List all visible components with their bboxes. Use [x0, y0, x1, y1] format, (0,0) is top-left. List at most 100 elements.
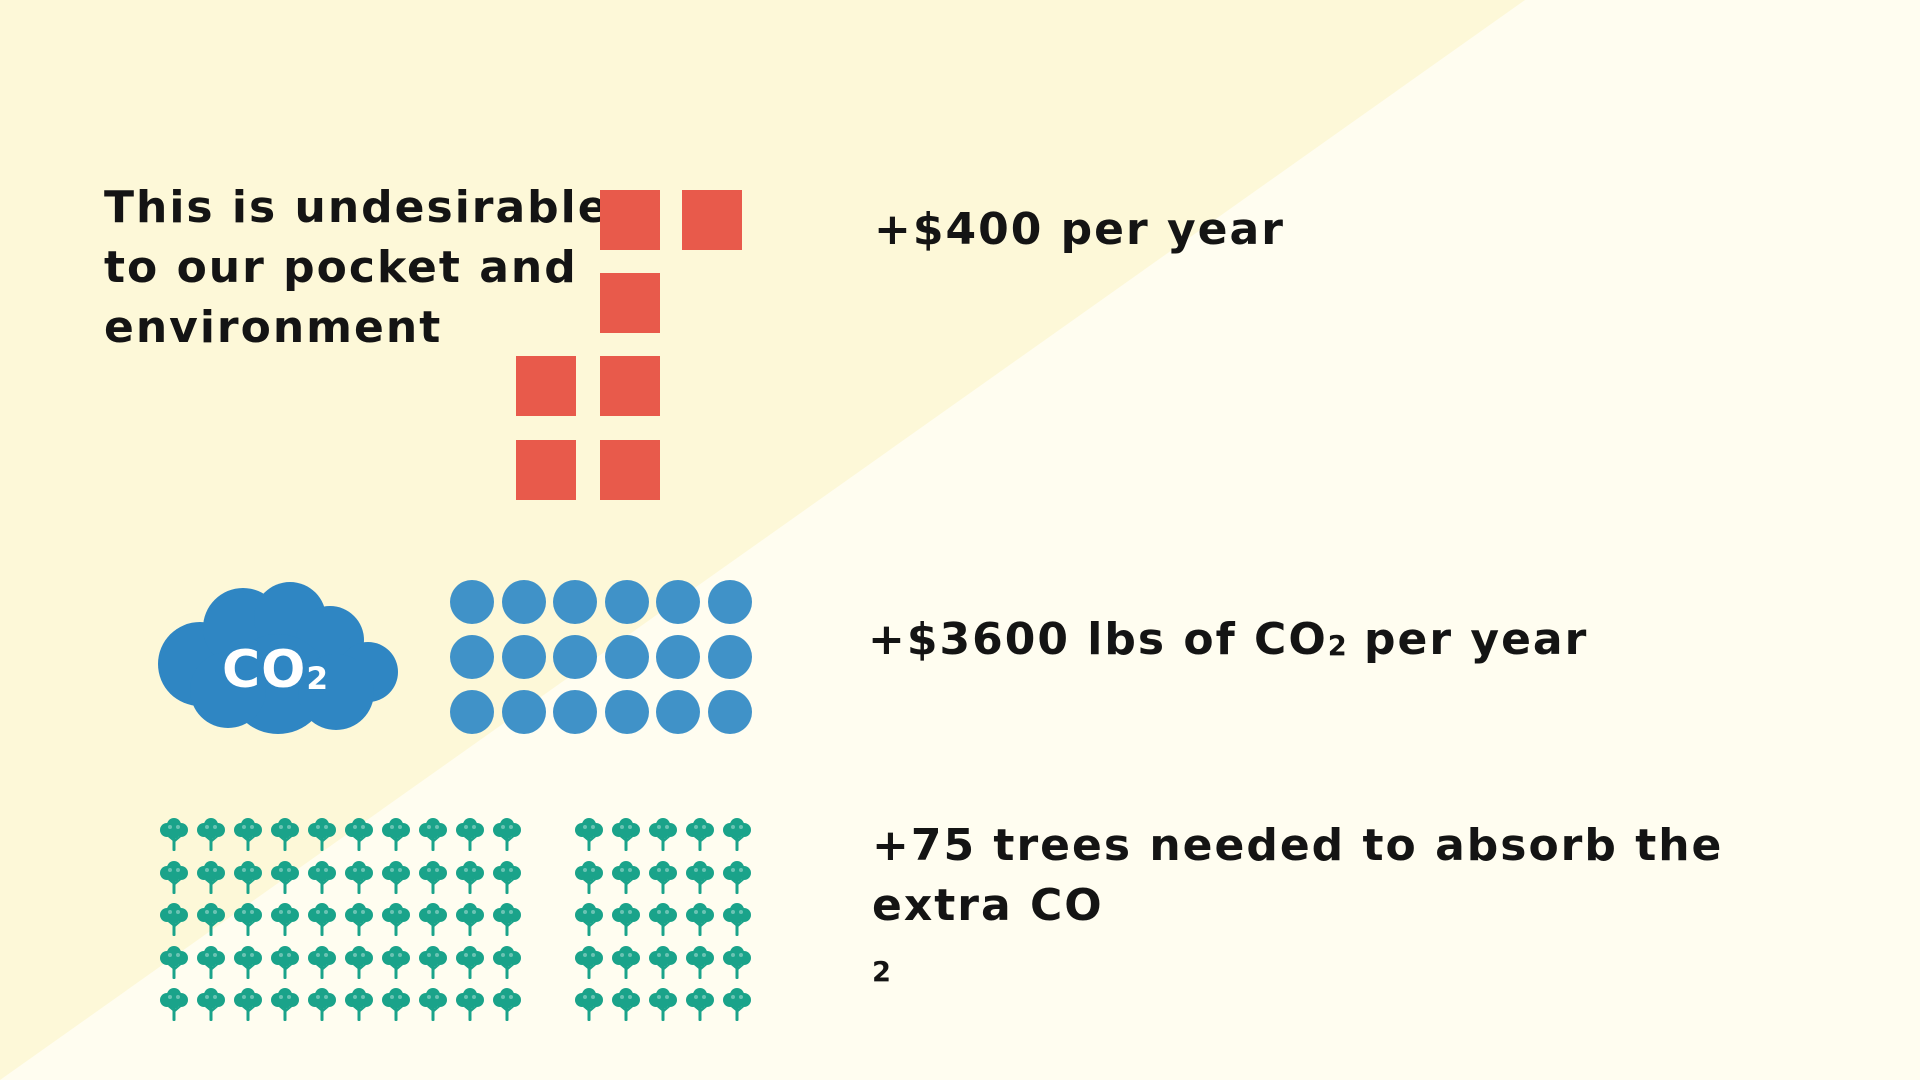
- tree-icon: [343, 903, 375, 937]
- tree-icon: [684, 818, 716, 852]
- tree-icon: [721, 860, 753, 895]
- tree-icon: [610, 860, 642, 895]
- tree-icon: [343, 860, 375, 895]
- tree-icon: [232, 818, 264, 852]
- intro-line: environment: [104, 302, 443, 353]
- tree-icon: [684, 903, 716, 937]
- tree-icon: [158, 945, 190, 980]
- tree-icon: [343, 988, 375, 1022]
- tree-icon: [610, 903, 642, 937]
- tree-icon: [195, 988, 227, 1022]
- stat-money: +$400 per year: [874, 204, 1285, 255]
- tree-icon: [232, 860, 264, 895]
- tree-icon: [195, 945, 227, 980]
- stat-trees: +75 trees needed to absorb the extra CO 2: [872, 816, 1723, 1002]
- tree-icon: [721, 903, 753, 937]
- co2-dot-icon: [450, 635, 494, 679]
- tree-icon: [573, 903, 605, 937]
- tree-icon: [610, 945, 642, 980]
- tree-icon: [417, 988, 449, 1022]
- tree-icon: [491, 818, 523, 852]
- money-square-icon: [600, 190, 660, 250]
- tree-icon: [417, 903, 449, 937]
- tree-icon: [306, 988, 338, 1022]
- co2-dot-icon: [604, 580, 649, 624]
- tree-icon: [454, 903, 486, 937]
- stat-co2: +$3600 lbs of CO2 per year: [868, 614, 1589, 665]
- tree-icon: [158, 903, 190, 937]
- tree-icon: [380, 903, 412, 937]
- tree-icon: [454, 860, 486, 895]
- money-square-icon: [600, 273, 660, 333]
- co2-dot-icon: [450, 690, 494, 734]
- tree-icon: [158, 818, 190, 852]
- tree-icon: [232, 988, 264, 1022]
- tree-icon: [491, 860, 523, 895]
- intro-line: to our pocket and: [104, 242, 578, 293]
- tree-icon: [610, 818, 642, 852]
- stat-trees-line: extra CO 2: [872, 880, 1104, 989]
- money-square-icon: [516, 440, 576, 500]
- tree-icon: [269, 988, 301, 1022]
- tree-icon: [158, 988, 190, 1022]
- tree-icon: [269, 860, 301, 895]
- tree-icon: [721, 945, 753, 980]
- tree-icon: [380, 988, 412, 1022]
- co2-dot-icon: [501, 580, 546, 624]
- stat-trees-line: +75 trees needed to absorb the: [872, 820, 1724, 871]
- tree-icon: [647, 818, 679, 852]
- tree-icon: [491, 903, 523, 937]
- tree-icon: [417, 818, 449, 852]
- money-square-icon: [516, 356, 576, 416]
- tree-icon: [195, 903, 227, 937]
- tree-icon: [647, 860, 679, 895]
- tree-icon: [647, 903, 679, 937]
- tree-icon: [417, 860, 449, 895]
- tree-icon: [573, 818, 605, 852]
- tree-icon: [647, 988, 679, 1022]
- tree-icon: [647, 945, 679, 980]
- money-square-icon: [600, 440, 660, 500]
- co2-dot-icon: [707, 580, 752, 624]
- tree-icon: [380, 818, 412, 852]
- tree-icon: [269, 945, 301, 980]
- tree-icon: [684, 988, 716, 1022]
- tree-icon: [721, 988, 753, 1022]
- tree-icon: [306, 860, 338, 895]
- co2-dot-icon: [553, 690, 597, 734]
- co2-dot-icon: [656, 690, 700, 734]
- tree-icon: [573, 945, 605, 980]
- tree-icon: [306, 818, 338, 852]
- money-square-icon: [600, 356, 660, 416]
- co2-dot-icon: [707, 635, 752, 679]
- co2-dot-icon: [656, 580, 700, 624]
- tree-icon: [232, 945, 264, 980]
- tree-icon: [343, 818, 375, 852]
- tree-icon: [684, 860, 716, 895]
- tree-icon: [380, 860, 412, 895]
- tree-icon: [610, 988, 642, 1022]
- tree-icon: [343, 945, 375, 980]
- tree-icon: [195, 860, 227, 895]
- tree-icon: [269, 818, 301, 852]
- co2-dot-icon: [707, 690, 752, 734]
- tree-icon: [684, 945, 716, 980]
- tree-icon: [232, 903, 264, 937]
- tree-icon: [721, 818, 753, 852]
- tree-icon: [195, 818, 227, 852]
- co2-dot-icon: [604, 690, 649, 734]
- tree-icon: [306, 945, 338, 980]
- co2-dot-icon: [553, 635, 597, 679]
- co2-dot-icon: [604, 635, 649, 679]
- co2-dot-icon: [553, 580, 597, 624]
- tree-icon: [491, 988, 523, 1022]
- money-square-icon: [682, 190, 742, 250]
- cloud-label: CO2: [222, 640, 329, 700]
- intro-line: This is undesirable: [104, 182, 610, 233]
- tree-icon: [380, 945, 412, 980]
- co2-dot-icon: [450, 580, 494, 624]
- tree-icon: [454, 988, 486, 1022]
- co2-dot-icon: [501, 690, 546, 734]
- tree-icon: [491, 945, 523, 980]
